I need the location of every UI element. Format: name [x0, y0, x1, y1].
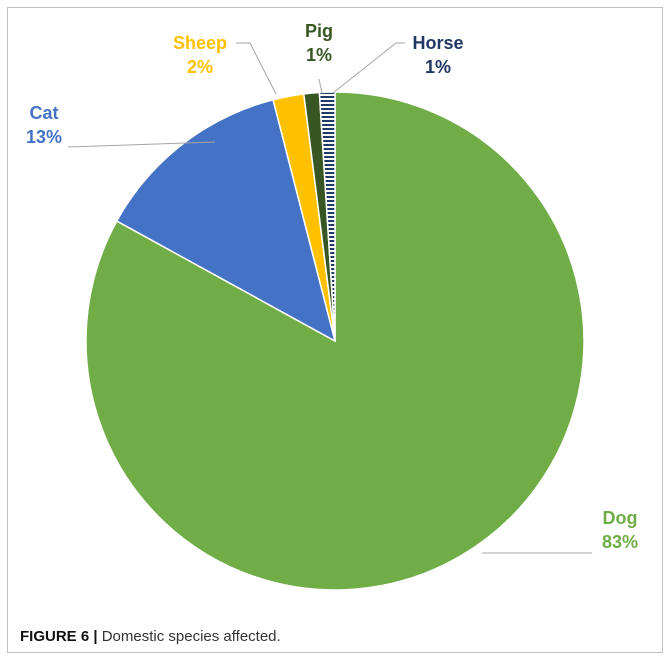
figure-label: FIGURE 6 |	[20, 628, 98, 645]
slice-value-pig: 1%	[306, 45, 332, 65]
pie-slice-cat	[115, 98, 337, 343]
figure-caption: FIGURE 6 | Domestic species affected.	[20, 628, 281, 645]
slice-value-cat: 13%	[26, 127, 62, 147]
caption-text: Domestic species affected.	[97, 628, 281, 645]
leader-line-pig	[318, 78, 323, 94]
slice-labels: Dog 83% Cat 13% Sheep 2% Pig 1% Horse 1%	[26, 21, 638, 552]
slice-label-cat: Cat	[29, 103, 58, 123]
leader-line-cat	[67, 141, 216, 148]
leader-line-sheep	[236, 42, 277, 95]
slice-value-sheep: 2%	[187, 57, 213, 77]
slice-value-dog: 83%	[602, 532, 638, 552]
slice-label-pig: Pig	[305, 21, 333, 41]
pie-slices	[85, 91, 585, 591]
leader-lines	[67, 42, 592, 554]
slice-label-dog: Dog	[603, 508, 638, 528]
slice-value-horse: 1%	[425, 57, 451, 77]
slice-label-sheep: Sheep	[173, 33, 227, 53]
leader-line-horse	[332, 42, 405, 94]
slice-label-horse: Horse	[412, 33, 463, 53]
